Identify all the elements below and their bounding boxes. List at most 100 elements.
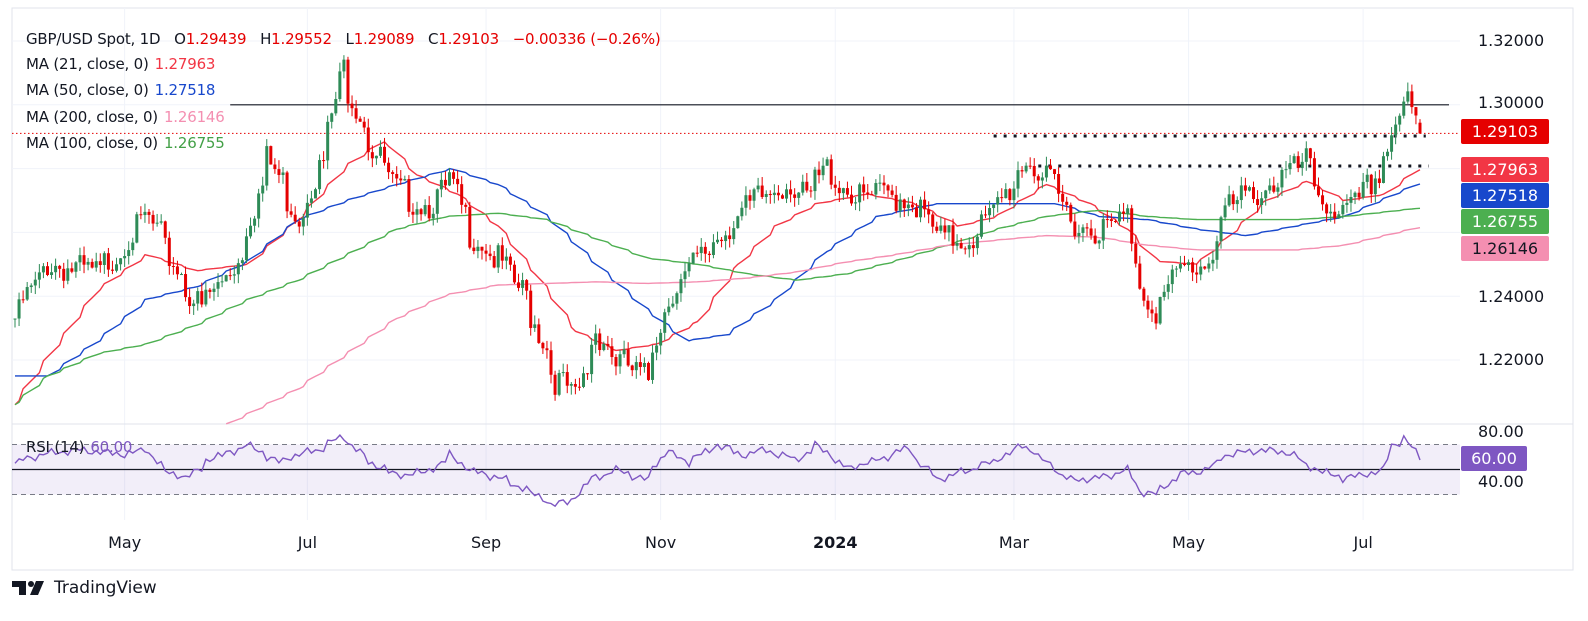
price-tick: 1.24000 bbox=[1478, 287, 1545, 306]
candle-body bbox=[86, 261, 90, 265]
candle-body bbox=[573, 384, 577, 387]
ma21-legend[interactable]: MA (21, close, 0) 1.27963 bbox=[26, 55, 215, 73]
candle-body bbox=[452, 172, 456, 179]
candle-body bbox=[1118, 211, 1122, 222]
candle-body bbox=[399, 178, 403, 181]
ma-line-200 bbox=[225, 227, 1421, 425]
candle-body bbox=[200, 291, 204, 305]
ma50-legend[interactable]: MA (50, close, 0) 1.27518 bbox=[26, 81, 215, 99]
candle-body bbox=[338, 71, 342, 99]
symbol-legend[interactable]: GBP/USD Spot, 1D O1.29439 H1.29552 L1.29… bbox=[26, 30, 661, 48]
last-price-badge: 1.29103 bbox=[1461, 119, 1549, 144]
candle-body bbox=[1264, 190, 1268, 199]
candle-body bbox=[878, 182, 882, 184]
candle-body bbox=[1113, 220, 1117, 222]
candle-body bbox=[756, 185, 760, 190]
candle-body bbox=[951, 225, 955, 246]
candle-body bbox=[898, 199, 902, 211]
candle-body bbox=[805, 181, 809, 191]
candle-body bbox=[1048, 165, 1052, 170]
candle-body bbox=[939, 225, 943, 231]
candle-body bbox=[695, 252, 699, 254]
candle-body bbox=[703, 246, 707, 254]
time-tick: Nov bbox=[645, 533, 677, 552]
candle-body bbox=[395, 173, 399, 179]
candle-body bbox=[1028, 165, 1032, 167]
candle-body bbox=[537, 324, 541, 343]
ma-line-21 bbox=[14, 141, 1421, 406]
symbol-label: GBP/USD Spot, 1D bbox=[26, 30, 161, 48]
candle-body bbox=[1158, 297, 1162, 324]
candle-body bbox=[841, 188, 845, 194]
candle-body bbox=[927, 209, 931, 215]
tradingview-logo[interactable]: TradingView bbox=[12, 578, 157, 598]
candle-body bbox=[797, 192, 801, 198]
candle-body bbox=[480, 246, 484, 251]
candle-body bbox=[529, 290, 533, 328]
ma100-legend[interactable]: MA (100, close, 0) 1.26755 bbox=[26, 134, 225, 152]
candle-body bbox=[1154, 313, 1158, 324]
candle-body bbox=[90, 261, 94, 268]
candle-body bbox=[33, 279, 37, 286]
candle-body bbox=[870, 194, 874, 196]
candle-body bbox=[175, 266, 179, 275]
candle-body bbox=[1312, 158, 1316, 187]
candle-body bbox=[1390, 135, 1394, 152]
candle-body bbox=[346, 59, 350, 104]
candles bbox=[13, 55, 1422, 401]
time-tick: Sep bbox=[470, 533, 502, 552]
candle-body bbox=[801, 181, 805, 193]
candle-body bbox=[1065, 201, 1069, 205]
candle-body bbox=[716, 239, 719, 243]
candle-body bbox=[1024, 165, 1028, 172]
candle-body bbox=[127, 250, 131, 257]
candle-body bbox=[1036, 176, 1040, 181]
candle-body bbox=[21, 299, 25, 301]
candle-body bbox=[244, 236, 248, 261]
candle-body bbox=[914, 207, 918, 218]
candle-body bbox=[1187, 262, 1191, 266]
price-tick: 1.22000 bbox=[1478, 350, 1545, 369]
candle-body bbox=[277, 169, 281, 176]
candle-body bbox=[1292, 156, 1296, 164]
candle-body bbox=[858, 184, 862, 203]
candle-body bbox=[196, 291, 200, 304]
candle-body bbox=[366, 127, 370, 153]
candle-body bbox=[78, 255, 82, 263]
candle-body bbox=[910, 204, 914, 208]
candle-body bbox=[553, 374, 557, 395]
candle-body bbox=[1097, 240, 1101, 244]
candle-body bbox=[988, 208, 992, 216]
brand-name: TradingView bbox=[54, 578, 157, 598]
candle-body bbox=[602, 343, 606, 351]
candle-body bbox=[1381, 156, 1385, 183]
candle-body bbox=[155, 222, 159, 224]
ma100-value: 1.26755 bbox=[163, 134, 225, 152]
ma200-label: MA (200, close, 0) bbox=[26, 108, 158, 126]
candle-body bbox=[675, 293, 679, 304]
ma21-badge: 1.27963 bbox=[1461, 157, 1549, 182]
candle-body bbox=[131, 242, 135, 251]
candle-body bbox=[45, 266, 49, 276]
rsi-legend[interactable]: RSI (14) 60.00 bbox=[26, 438, 132, 456]
candle-body bbox=[1329, 211, 1333, 214]
candle-body bbox=[1252, 187, 1256, 200]
candle-body bbox=[1174, 268, 1178, 270]
candle-body bbox=[354, 108, 358, 119]
candle-body bbox=[1321, 195, 1325, 205]
candle-body bbox=[512, 264, 516, 283]
candle-body bbox=[476, 246, 480, 252]
candle-body bbox=[902, 199, 906, 209]
time-tick: Jul bbox=[297, 533, 318, 552]
candle-body bbox=[330, 113, 334, 122]
candle-body bbox=[484, 250, 488, 254]
candle-body bbox=[1268, 185, 1272, 191]
ma-line-100 bbox=[14, 207, 1421, 406]
candle-body bbox=[269, 146, 273, 165]
candle-body bbox=[728, 235, 732, 240]
candle-body bbox=[630, 365, 634, 371]
ma200-legend[interactable]: MA (200, close, 0) 1.26146 bbox=[26, 108, 225, 126]
candle-body bbox=[1182, 264, 1186, 266]
candle-body bbox=[565, 372, 569, 386]
